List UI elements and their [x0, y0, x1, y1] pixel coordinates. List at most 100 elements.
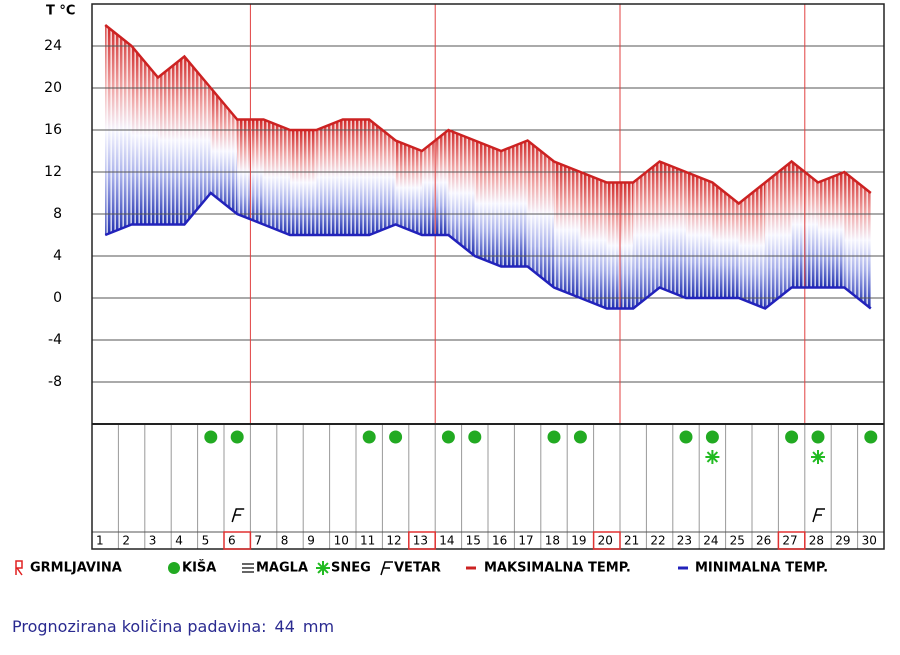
- legend-label: MINIMALNA TEMP.: [695, 561, 828, 576]
- legend-snow: [316, 561, 330, 575]
- footer-label: Prognozirana količina padavina: 44 mm: [12, 617, 334, 636]
- y-tick-label: 12: [44, 164, 62, 180]
- band-hatch: [210, 88, 238, 214]
- x-tick-label: 24: [703, 534, 718, 548]
- x-tick-label: 29: [835, 534, 850, 548]
- snow-icon: [811, 450, 825, 464]
- series-line: [104, 24, 872, 206]
- wind-icon: [231, 508, 245, 523]
- rain-icon: [864, 430, 878, 444]
- band-hatch: [765, 161, 792, 309]
- highlight-box: [592, 531, 621, 550]
- legend-thunder: [15, 560, 23, 576]
- temperature-band: [105, 25, 871, 309]
- rain-icon: [204, 430, 218, 444]
- y-axis-title: T °C: [46, 4, 75, 19]
- x-tick-label: 25: [730, 534, 745, 548]
- band-hatch: [474, 140, 502, 267]
- rain-icon: [705, 430, 719, 444]
- x-tick-label: 4: [175, 534, 183, 548]
- band-hatch: [633, 161, 660, 309]
- y-tick-label: 4: [53, 248, 62, 264]
- band-hatch: [712, 182, 739, 298]
- band-hatch: [369, 119, 396, 235]
- highlight-box: [777, 531, 806, 550]
- x-tick-label: 9: [307, 534, 315, 548]
- rain-icon: [547, 430, 561, 444]
- highlight-box: [408, 531, 436, 550]
- rain-icon: [811, 430, 825, 444]
- y-tick-label: -4: [48, 332, 62, 348]
- rain-icon: [389, 430, 403, 444]
- x-tick-label: 2: [122, 534, 130, 548]
- legend-label: MAGLA: [256, 561, 308, 576]
- band-hatch: [448, 130, 475, 256]
- band-hatch: [501, 140, 528, 267]
- band-hatch: [395, 140, 422, 235]
- band-hatch: [131, 46, 158, 225]
- rain-icon: [441, 430, 455, 444]
- band-hatch: [263, 119, 290, 235]
- x-tick-label: 22: [650, 534, 665, 548]
- snow-ray: [317, 562, 329, 574]
- x-tick-label: 26: [756, 534, 771, 548]
- x-tick-label: 19: [571, 534, 586, 548]
- x-tick-label: 8: [281, 534, 289, 548]
- rain-icon: [230, 430, 244, 444]
- band-hatch: [158, 56, 185, 225]
- band-hatch: [659, 161, 686, 298]
- legend-rain: [168, 562, 180, 574]
- x-tick-label: 30: [862, 534, 877, 548]
- x-tick-label: 12: [386, 534, 401, 548]
- legend-wind: [380, 561, 393, 576]
- y-tick-label: 8: [53, 206, 62, 222]
- x-tick-label: 11: [360, 534, 375, 548]
- band-hatch: [580, 172, 607, 309]
- snow-icon: [705, 450, 720, 464]
- x-tick-label: 18: [545, 534, 560, 548]
- rain-icon: [573, 430, 587, 444]
- x-tick-label: 23: [677, 534, 692, 548]
- y-tick-label: 24: [44, 38, 62, 54]
- x-tick-label: 28: [809, 534, 824, 548]
- x-tick-label: 13: [413, 534, 428, 548]
- x-tick-label: 3: [149, 534, 157, 548]
- x-tick-label: 5: [202, 534, 210, 548]
- wind-icon: [812, 508, 825, 523]
- x-tick-label: 1: [96, 534, 104, 548]
- band-hatch: [342, 119, 370, 235]
- rain-icon: [785, 430, 799, 444]
- legend-label: MAKSIMALNA TEMP.: [484, 561, 631, 576]
- band-hatch: [686, 172, 713, 298]
- x-tick-label: 15: [466, 534, 481, 548]
- rain-icon: [362, 430, 376, 444]
- x-tick-label: 7: [254, 534, 262, 548]
- y-tick-label: 16: [44, 122, 62, 138]
- series-line: [104, 191, 872, 310]
- legend-label: GRMLJAVINA: [30, 561, 122, 576]
- snow-ray: [812, 451, 824, 463]
- x-tick-label: 21: [624, 534, 639, 548]
- x-tick-label: 17: [518, 534, 533, 548]
- band-hatch: [554, 161, 581, 298]
- band-hatch: [184, 56, 211, 225]
- x-tick-label: 10: [334, 534, 349, 548]
- x-tick-label: 27: [782, 534, 797, 548]
- rain-icon: [679, 430, 693, 444]
- legend-label: KIŠA: [182, 560, 216, 576]
- y-tick-label: 20: [44, 80, 62, 96]
- y-tick-label: -8: [48, 374, 62, 390]
- band-hatch: [316, 119, 343, 235]
- x-tick-label: 6: [228, 534, 236, 548]
- snow-ray: [706, 451, 719, 463]
- band-hatch: [290, 130, 317, 235]
- rain-icon: [468, 430, 482, 444]
- band-hatch: [818, 172, 845, 288]
- highlight-box: [223, 531, 252, 550]
- y-tick-label: 0: [53, 290, 62, 306]
- x-tick-label: 20: [598, 534, 613, 548]
- plot-frame: [91, 3, 885, 550]
- x-tick-label: 14: [439, 534, 454, 548]
- band-hatch: [844, 172, 871, 309]
